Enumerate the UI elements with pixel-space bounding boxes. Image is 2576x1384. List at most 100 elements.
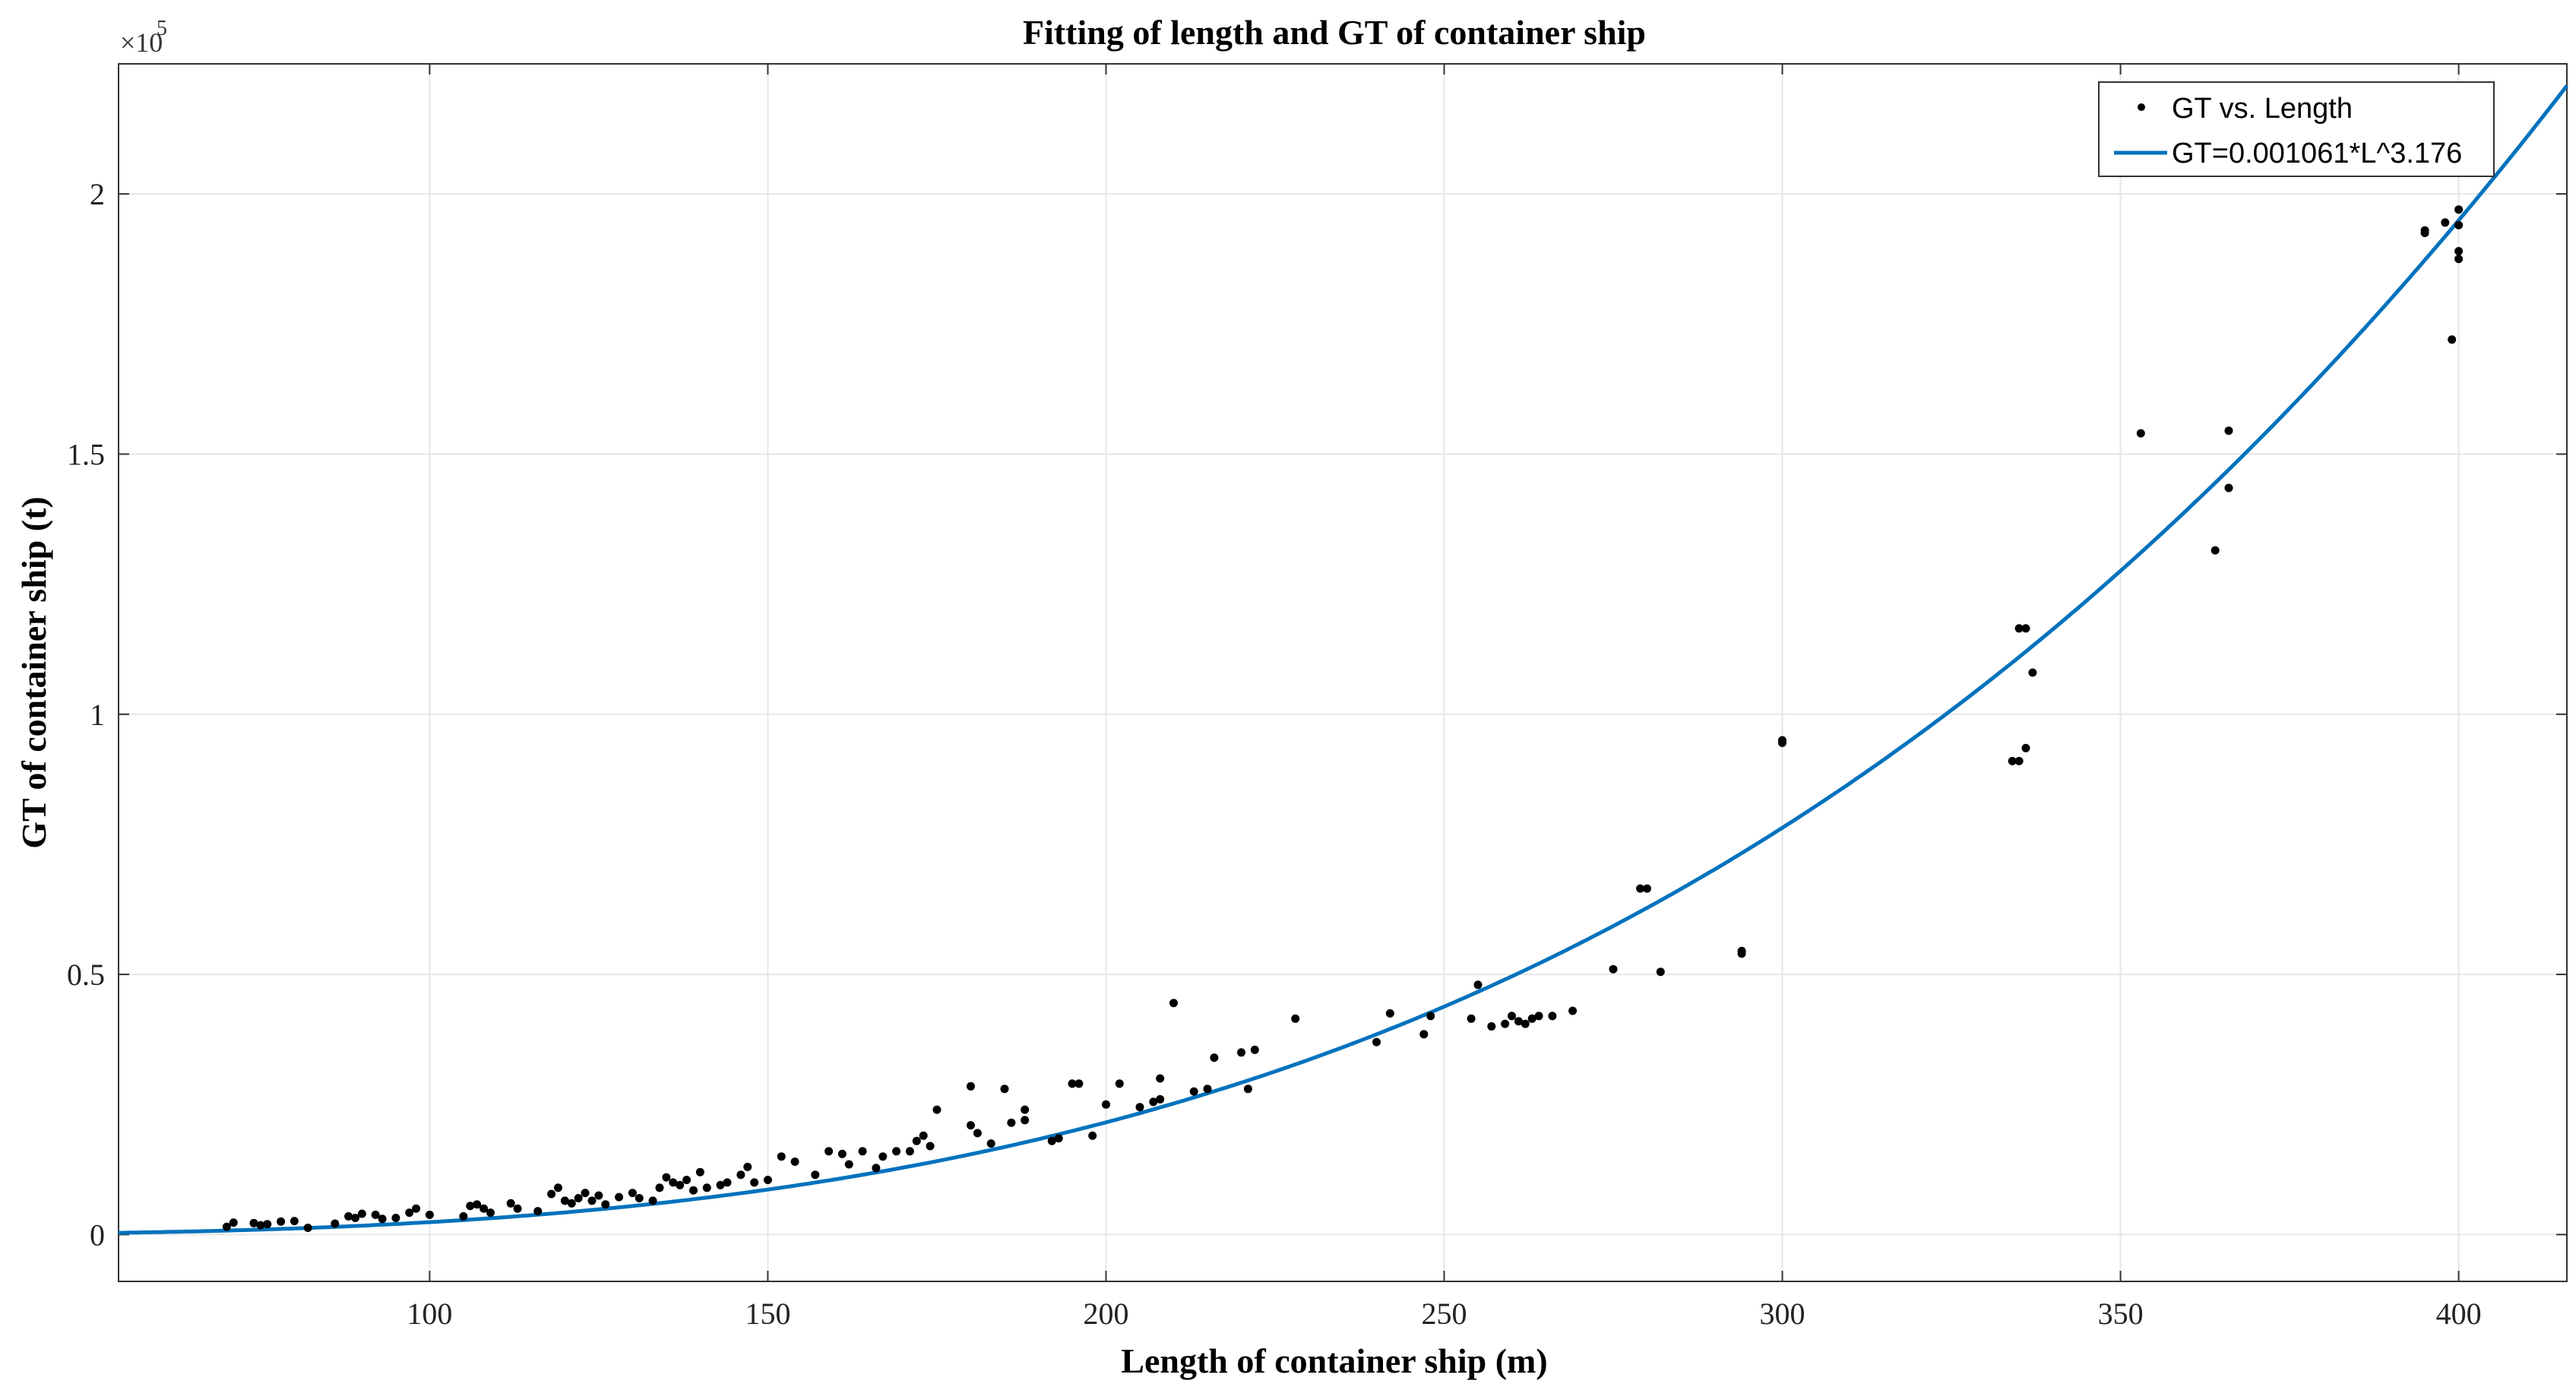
data-point xyxy=(858,1147,867,1156)
data-point xyxy=(1203,1085,1212,1094)
fit-curve xyxy=(118,84,2568,1235)
data-point xyxy=(1088,1131,1097,1140)
data-point xyxy=(554,1183,562,1192)
data-point xyxy=(1000,1085,1009,1094)
data-point xyxy=(1047,1136,1056,1145)
data-point xyxy=(716,1180,725,1189)
data-point xyxy=(1473,980,1483,990)
x-tick-label: 250 xyxy=(1422,1297,1467,1331)
data-point xyxy=(1609,964,1618,974)
data-point xyxy=(222,1222,231,1231)
data-point xyxy=(479,1204,489,1213)
data-point xyxy=(547,1189,556,1199)
data-point xyxy=(919,1131,928,1140)
scatter-points xyxy=(222,205,2464,1232)
data-point xyxy=(973,1129,982,1138)
data-point xyxy=(405,1208,414,1218)
data-point xyxy=(1372,1037,1381,1047)
data-point xyxy=(615,1192,624,1202)
data-point xyxy=(648,1196,657,1205)
data-point xyxy=(1102,1100,1110,1109)
data-point xyxy=(1385,1009,1394,1018)
x-axis-label: Length of container ship (m) xyxy=(1121,1341,1547,1380)
data-point xyxy=(1291,1014,1300,1023)
legend-box xyxy=(2098,81,2495,177)
data-point xyxy=(2420,226,2429,235)
legend-label-fit: GT=0.001061*L^3.176 xyxy=(2172,138,2462,169)
data-point xyxy=(574,1194,583,1202)
data-point xyxy=(967,1082,975,1091)
legend-label-scatter: GT vs. Length xyxy=(2172,93,2353,125)
data-point xyxy=(967,1121,975,1130)
data-point xyxy=(1501,1019,1510,1028)
data-point xyxy=(682,1176,691,1184)
data-point xyxy=(676,1180,685,1189)
data-point xyxy=(2210,546,2220,555)
data-point xyxy=(1156,1094,1165,1104)
data-point xyxy=(567,1199,576,1208)
data-point xyxy=(1467,1014,1476,1023)
svg-text:5: 5 xyxy=(157,17,167,40)
data-point xyxy=(256,1221,265,1230)
data-point xyxy=(1021,1105,1030,1114)
data-point xyxy=(1189,1087,1198,1096)
data-point xyxy=(1737,949,1746,958)
data-point xyxy=(513,1204,522,1213)
data-point xyxy=(1508,1012,1516,1021)
data-point xyxy=(1514,1017,1523,1026)
data-point xyxy=(1636,884,1645,893)
data-point xyxy=(249,1218,258,1227)
data-point xyxy=(331,1219,340,1228)
data-point xyxy=(303,1224,312,1232)
legend: GT vs. Length GT=0.001061*L^3.176 xyxy=(2098,81,2495,177)
svg-text:×10: ×10 xyxy=(120,27,163,58)
data-point xyxy=(764,1176,772,1184)
data-point xyxy=(837,1149,847,1158)
data-point xyxy=(1169,999,1178,1008)
data-point xyxy=(560,1196,569,1205)
data-point xyxy=(277,1217,286,1226)
y-exponent-label: ×10 5 xyxy=(120,17,167,58)
data-point xyxy=(1548,1012,1557,1021)
data-point xyxy=(506,1199,515,1208)
plot-area-frame xyxy=(118,63,2568,1282)
data-point xyxy=(1243,1085,1252,1094)
data-point xyxy=(533,1207,543,1216)
data-point xyxy=(263,1220,272,1229)
chart-title: Fitting of length and GT of container sh… xyxy=(1023,13,1646,52)
grid-lines xyxy=(119,64,2567,1281)
y-axis-label: GT of container ship (t) xyxy=(14,496,53,848)
data-point xyxy=(932,1105,941,1114)
data-point xyxy=(750,1178,759,1187)
data-point xyxy=(878,1152,888,1161)
data-point xyxy=(2224,483,2233,492)
data-point xyxy=(459,1211,468,1221)
x-tick-label: 150 xyxy=(745,1297,790,1331)
data-point xyxy=(689,1186,698,1195)
y-tick-label: 2 xyxy=(90,177,105,211)
data-point xyxy=(1074,1079,1084,1088)
data-point xyxy=(2028,668,2037,677)
data-point xyxy=(412,1204,421,1213)
data-point xyxy=(351,1214,359,1222)
data-point xyxy=(926,1142,935,1151)
data-point xyxy=(912,1136,921,1145)
data-point xyxy=(2021,624,2030,633)
data-point xyxy=(1021,1116,1030,1125)
data-point xyxy=(587,1196,597,1205)
data-point xyxy=(986,1139,995,1148)
data-point xyxy=(2441,218,2450,227)
data-point xyxy=(486,1208,495,1218)
data-point xyxy=(2454,247,2464,255)
data-point xyxy=(655,1183,664,1192)
data-point xyxy=(892,1147,901,1156)
data-point xyxy=(601,1200,610,1209)
data-point xyxy=(1568,1006,1578,1015)
data-point xyxy=(1778,738,1786,747)
data-point xyxy=(1534,1012,1543,1021)
data-point xyxy=(1419,1030,1429,1039)
data-point xyxy=(2454,255,2464,264)
x-tick-label: 200 xyxy=(1083,1297,1128,1331)
data-point xyxy=(229,1218,238,1227)
